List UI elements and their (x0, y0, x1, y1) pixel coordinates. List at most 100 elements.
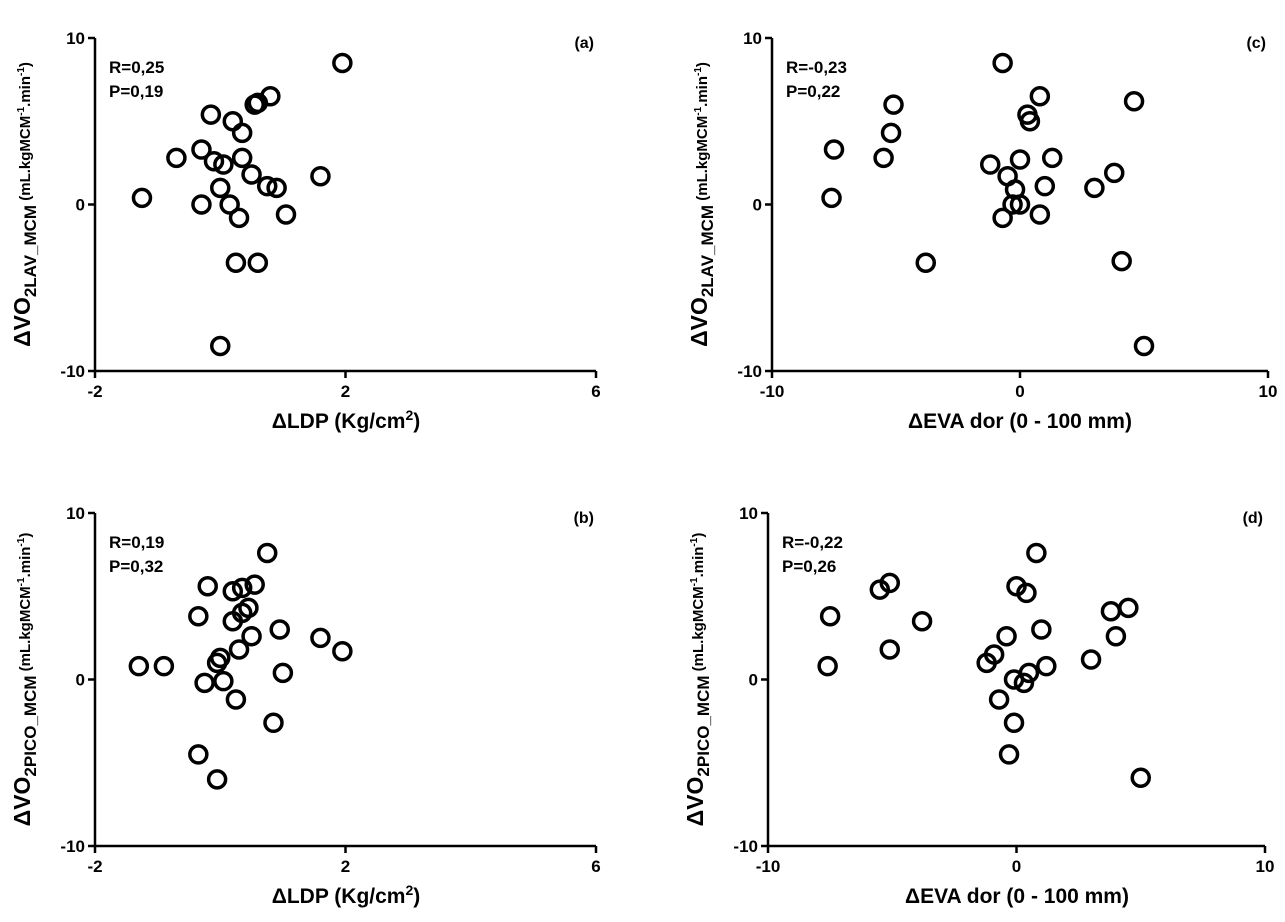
correlation-r: R=0,25 (109, 58, 164, 77)
y-tick-label: -10 (733, 837, 758, 856)
data-point (1034, 175, 1056, 197)
data-point (222, 111, 244, 132)
y-tick-label: -10 (737, 362, 762, 381)
data-point (1016, 582, 1037, 604)
data-point (256, 175, 278, 197)
data-point (915, 252, 937, 274)
data-point (979, 154, 1001, 175)
data-point (225, 252, 247, 274)
y-axis-title: ΔVO2LAV_MCM (mL.kgMCM-1.min-1) (686, 62, 717, 347)
p-value: P=0,26 (782, 557, 836, 576)
data-point (210, 177, 231, 199)
x-axis-title: ΔLDP (Kg/cm2) (272, 407, 421, 433)
p-value: P=0,19 (109, 82, 163, 101)
y-tick-label: 10 (66, 29, 85, 48)
x-tick-label: 10 (1256, 857, 1275, 876)
data-point (269, 619, 290, 640)
data-point (976, 652, 997, 674)
data-point (213, 670, 234, 692)
data-point (266, 177, 287, 199)
correlation-r: R=0,19 (109, 533, 164, 552)
y-tick-label: -10 (60, 837, 85, 856)
scatter-panel: -10 0 10 -10 0 10 (c) R=-0,23 P=0,22 ΔEVA dor (0 … (686, 29, 1277, 433)
data-point (219, 194, 240, 215)
data-point (241, 164, 262, 185)
p-value: P=0,22 (786, 82, 840, 101)
data-point (1080, 649, 1102, 670)
data-point (1130, 767, 1151, 788)
data-point (188, 605, 209, 627)
data-point (228, 207, 250, 229)
data-point (873, 147, 894, 169)
y-tick-label: 10 (66, 504, 85, 523)
data-point (225, 689, 247, 710)
data-point (1003, 669, 1025, 690)
data-point (1111, 250, 1132, 272)
data-point (200, 104, 222, 125)
data-point (1029, 204, 1051, 225)
p-value: P=0,32 (109, 557, 163, 576)
panel-label: (b) (574, 510, 594, 527)
correlation-r: R=-0,23 (786, 58, 847, 77)
data-point (275, 204, 297, 225)
data-point (1029, 86, 1051, 107)
x-tick-label: -2 (87, 857, 102, 876)
data-point (128, 655, 150, 677)
data-point (988, 689, 1010, 710)
data-point (191, 139, 212, 160)
x-tick-label: -2 (87, 382, 102, 401)
data-point (203, 150, 225, 172)
data-point (1009, 194, 1031, 215)
data-point (817, 655, 838, 677)
x-axis-title: ΔEVA dor (0 - 100 mm) (905, 885, 1129, 908)
scatter-panel: -10 0 10 -10 0 10 (d) R=-0,22 P=0,26 ΔEVA dor (0 … (682, 504, 1274, 908)
data-point (247, 252, 269, 274)
data-point (131, 187, 153, 209)
data-point (332, 640, 353, 662)
data-point (206, 652, 228, 674)
data-point (272, 662, 294, 684)
correlation-r: R=-0,22 (782, 533, 843, 552)
data-point (1100, 600, 1122, 622)
data-point (1133, 335, 1155, 357)
data-point (996, 625, 1017, 647)
data-point (263, 712, 284, 734)
data-point (231, 122, 253, 144)
data-point (1084, 177, 1105, 199)
data-point (213, 154, 234, 175)
data-point (879, 639, 901, 660)
data-point (1105, 625, 1127, 647)
data-point (869, 579, 891, 600)
data-point (247, 92, 269, 114)
y-tick-label: 10 (739, 504, 758, 523)
data-point (911, 610, 933, 632)
data-point (1041, 147, 1063, 169)
data-point (244, 574, 265, 595)
x-tick-label: 10 (1259, 382, 1278, 401)
data-point (188, 744, 209, 765)
y-tick-label: 0 (753, 196, 762, 215)
data-point (310, 627, 331, 649)
data-point (1036, 655, 1057, 677)
data-point (222, 610, 244, 632)
x-tick-label: 2 (341, 857, 350, 876)
data-point (222, 581, 244, 602)
data-point (1123, 91, 1145, 112)
data-point (197, 576, 218, 597)
y-tick-label: -10 (60, 362, 85, 381)
data-point (819, 605, 841, 627)
data-point (1019, 111, 1041, 132)
x-tick-label: 0 (1012, 857, 1021, 876)
data-point (153, 655, 175, 677)
x-tick-label: 0 (1015, 382, 1024, 401)
data-point (1118, 597, 1139, 619)
data-point (1103, 162, 1125, 184)
data-point (194, 672, 215, 694)
data-point (1009, 149, 1031, 170)
y-tick-label: 0 (76, 196, 85, 215)
data-point (823, 139, 845, 160)
panel-label: (c) (1246, 35, 1266, 52)
data-point (310, 165, 331, 187)
scatter-panel: -10 0 10 -2 2 6 (a) R=0,25 P=0,19 ΔLDP (Kg/cm2) ΔV… (9, 29, 601, 433)
